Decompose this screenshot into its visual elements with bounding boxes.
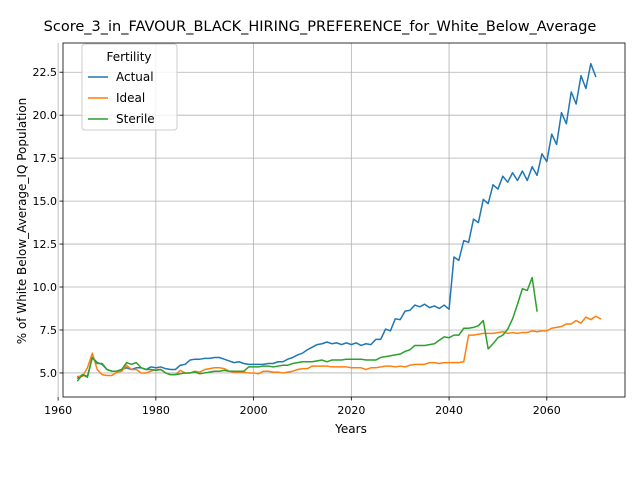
grid [57,43,625,397]
series-lines [76,62,602,382]
x-tick-label: 2020 [337,404,365,417]
x-tick-label: 1980 [142,404,170,417]
series-line-sterile [76,276,538,382]
legend: Fertility Actual Ideal Sterile [81,43,178,131]
x-tick-label: 2060 [533,404,561,417]
y-tick-label: 10.0 [33,281,58,294]
legend-label-actual: Actual [116,70,154,84]
y-tick-label: 20.0 [33,109,58,122]
legend-label-sterile: Sterile [116,112,155,126]
y-tick-label: 17.5 [33,152,58,165]
y-axis-label: % of White Below_Average_IQ Population [15,98,29,345]
y-tick-label: 12.5 [33,238,58,251]
legend-box [81,43,178,131]
y-tick-label: 7.5 [40,324,58,337]
legend-label-ideal: Ideal [116,91,145,105]
legend-entries: Actual Ideal Sterile [88,70,155,126]
y-tick-label: 22.5 [33,66,58,79]
series-line-actual [76,62,597,379]
x-tick-label: 2040 [435,404,463,417]
x-tick-label: 2000 [240,404,268,417]
x-axis-label: Years [334,422,367,436]
y-tick-label: 15.0 [33,195,58,208]
y-tick-label: 5.0 [40,367,58,380]
axis-ticks: 1960 1980 2000 2020 2040 2060 5.0 7.5 10.0 12.5 15… [33,66,561,417]
legend-title: Fertility [106,50,151,64]
x-tick-label: 1960 [44,404,72,417]
plot-area-frame [62,42,626,398]
chart-title: Score_3_in_FAVOUR_BLACK_HIRING_PREFERENC… [44,19,597,35]
